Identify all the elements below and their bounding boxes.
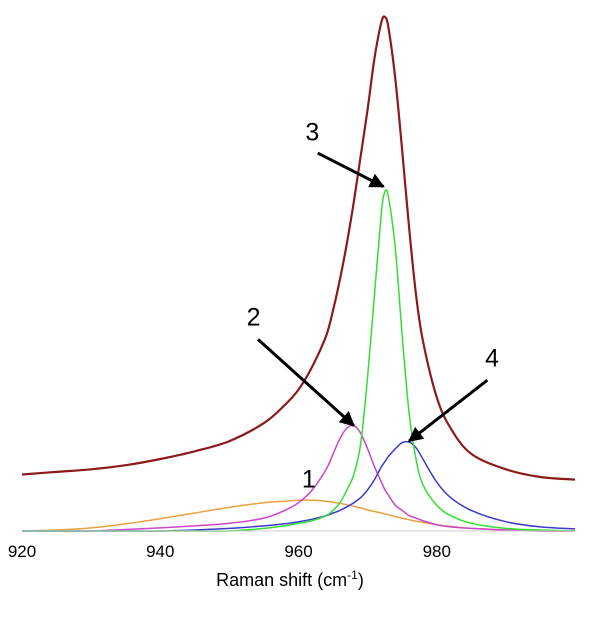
- series-line-4: [22, 440, 576, 532]
- peak-arrow-2: [256, 338, 355, 427]
- x-axis-title: Raman shift (cm-1): [216, 568, 364, 590]
- x-tick-label: 920: [8, 542, 36, 561]
- peak-label-4: 4: [485, 345, 499, 373]
- peak-label-3: 3: [305, 118, 319, 146]
- x-axis-title-close: ): [358, 570, 364, 590]
- x-tick-label: 980: [423, 542, 451, 561]
- x-axis-ticks: 920 940 960 980: [8, 542, 451, 561]
- x-axis-title-main: Raman shift (cm: [216, 570, 347, 590]
- plot-area: [21, 15, 576, 532]
- peak-arrow-3: [317, 151, 385, 188]
- peak-arrow-4: [407, 379, 489, 443]
- x-tick-label: 960: [284, 542, 312, 561]
- series-line-1: [21, 15, 576, 481]
- peak-annotations: 1 2 3 4: [247, 118, 499, 493]
- x-tick-label: 940: [146, 542, 174, 561]
- peak-label-1: 1: [302, 465, 316, 493]
- series-line-3: [22, 424, 576, 532]
- x-axis-title-superscript: -1: [347, 568, 358, 582]
- peak-label-2: 2: [247, 303, 261, 331]
